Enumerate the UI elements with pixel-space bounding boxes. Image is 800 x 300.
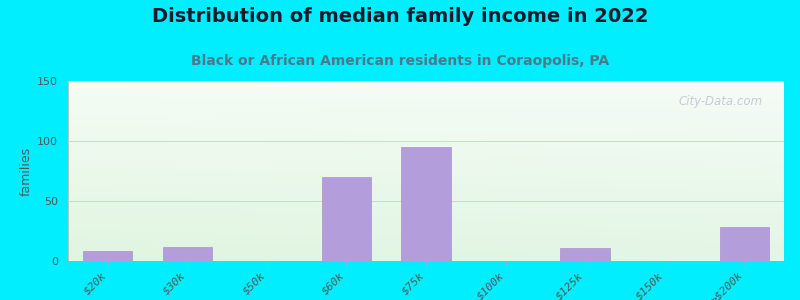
Text: City-Data.com: City-Data.com [678, 95, 762, 108]
Bar [162, 247, 212, 261]
Bar [83, 251, 133, 261]
Y-axis label: families: families [20, 146, 33, 196]
Text: Black or African American residents in Coraopolis, PA: Black or African American residents in C… [191, 54, 609, 68]
Bar [322, 177, 371, 261]
Bar [561, 248, 610, 261]
Text: Distribution of median family income in 2022: Distribution of median family income in … [152, 8, 648, 26]
Bar [719, 227, 769, 261]
Bar [402, 147, 450, 261]
